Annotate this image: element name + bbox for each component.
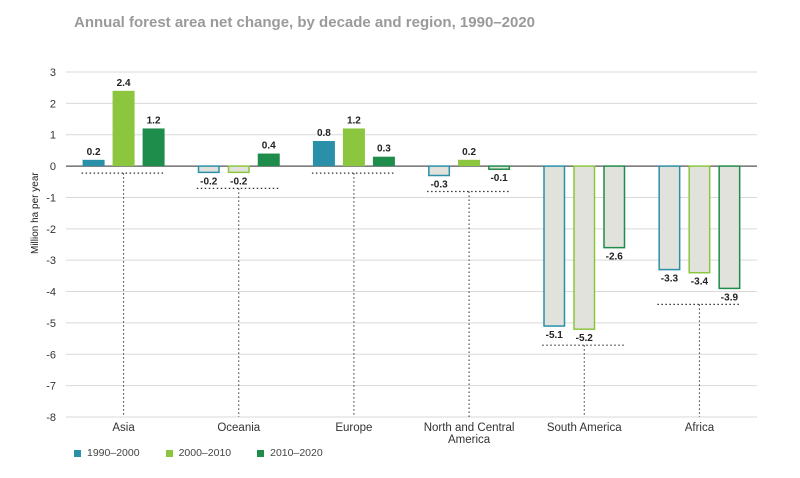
category-label: North and Central bbox=[424, 422, 515, 434]
data-label: 0.2 bbox=[87, 147, 101, 158]
category-label: South America bbox=[547, 422, 622, 434]
legend-swatch bbox=[257, 449, 265, 457]
bar bbox=[197, 165, 220, 174]
bar bbox=[372, 156, 395, 167]
bar bbox=[543, 165, 566, 327]
legend-item-2000-2010: 2000–2010 bbox=[165, 447, 232, 459]
data-label: -5.1 bbox=[546, 330, 564, 341]
bar bbox=[688, 165, 711, 274]
bar bbox=[658, 165, 681, 271]
legend-label: 1990–2000 bbox=[87, 447, 140, 459]
y-tick-label: -6 bbox=[46, 349, 56, 361]
y-tick-label: -1 bbox=[46, 192, 56, 204]
data-label: 0.4 bbox=[262, 141, 276, 152]
bar bbox=[428, 165, 451, 177]
data-label: -5.2 bbox=[576, 333, 594, 344]
data-label: 0.8 bbox=[317, 128, 331, 139]
data-label: -0.1 bbox=[490, 173, 508, 184]
data-label: -0.3 bbox=[430, 180, 448, 191]
data-label: -3.4 bbox=[691, 277, 709, 288]
y-tick-label: -5 bbox=[46, 318, 56, 330]
bar bbox=[142, 128, 165, 167]
data-label: -3.9 bbox=[721, 292, 739, 303]
bar bbox=[312, 141, 335, 167]
data-label: 0.2 bbox=[462, 147, 476, 158]
bar bbox=[603, 165, 626, 249]
legend-item-2010-2020: 2010–2020 bbox=[257, 447, 323, 459]
y-tick-label: 1 bbox=[50, 130, 56, 142]
legend-swatch bbox=[165, 449, 173, 457]
data-label: 1.2 bbox=[347, 115, 361, 126]
bar bbox=[458, 159, 481, 167]
chart-title: Annual forest area net change, by decade… bbox=[74, 14, 536, 31]
y-tick-label: -3 bbox=[46, 255, 56, 267]
category-label: America bbox=[448, 434, 491, 446]
data-label: -0.2 bbox=[230, 176, 248, 187]
bar bbox=[342, 128, 365, 167]
bar bbox=[257, 153, 280, 167]
y-axis-label: Million ha per year bbox=[30, 172, 41, 254]
legend-label: 2010–2020 bbox=[270, 447, 323, 459]
bar bbox=[82, 159, 105, 167]
y-tick-label: 2 bbox=[50, 98, 56, 110]
y-tick-label: -7 bbox=[46, 381, 56, 393]
bar bbox=[227, 165, 250, 174]
y-tick-label: -4 bbox=[46, 287, 56, 299]
category-label: Africa bbox=[685, 422, 715, 434]
bar bbox=[718, 165, 741, 290]
y-tick-label: -8 bbox=[46, 412, 56, 424]
legend-label: 2000–2010 bbox=[178, 447, 232, 459]
data-label: -0.2 bbox=[200, 176, 218, 187]
category-label: Europe bbox=[335, 422, 372, 434]
bar bbox=[573, 165, 596, 330]
y-tick-label: 3 bbox=[50, 67, 56, 79]
data-label: 0.3 bbox=[377, 144, 391, 155]
y-tick-label: -2 bbox=[46, 224, 56, 236]
data-label: -2.6 bbox=[606, 252, 624, 263]
legend-item-1990-2000: 1990–2000 bbox=[74, 447, 140, 459]
bar bbox=[488, 165, 511, 170]
legend-swatch bbox=[74, 449, 81, 457]
bar bbox=[112, 90, 135, 167]
data-label: -3.3 bbox=[661, 274, 679, 285]
legend: 1990–2000 2000–2010 2010–2020 bbox=[74, 447, 323, 459]
category-label: Asia bbox=[112, 422, 135, 434]
category-label: Oceania bbox=[217, 422, 260, 434]
data-label: 2.4 bbox=[117, 78, 131, 89]
y-tick-label: 0 bbox=[50, 161, 56, 173]
data-label: 1.2 bbox=[147, 115, 161, 126]
